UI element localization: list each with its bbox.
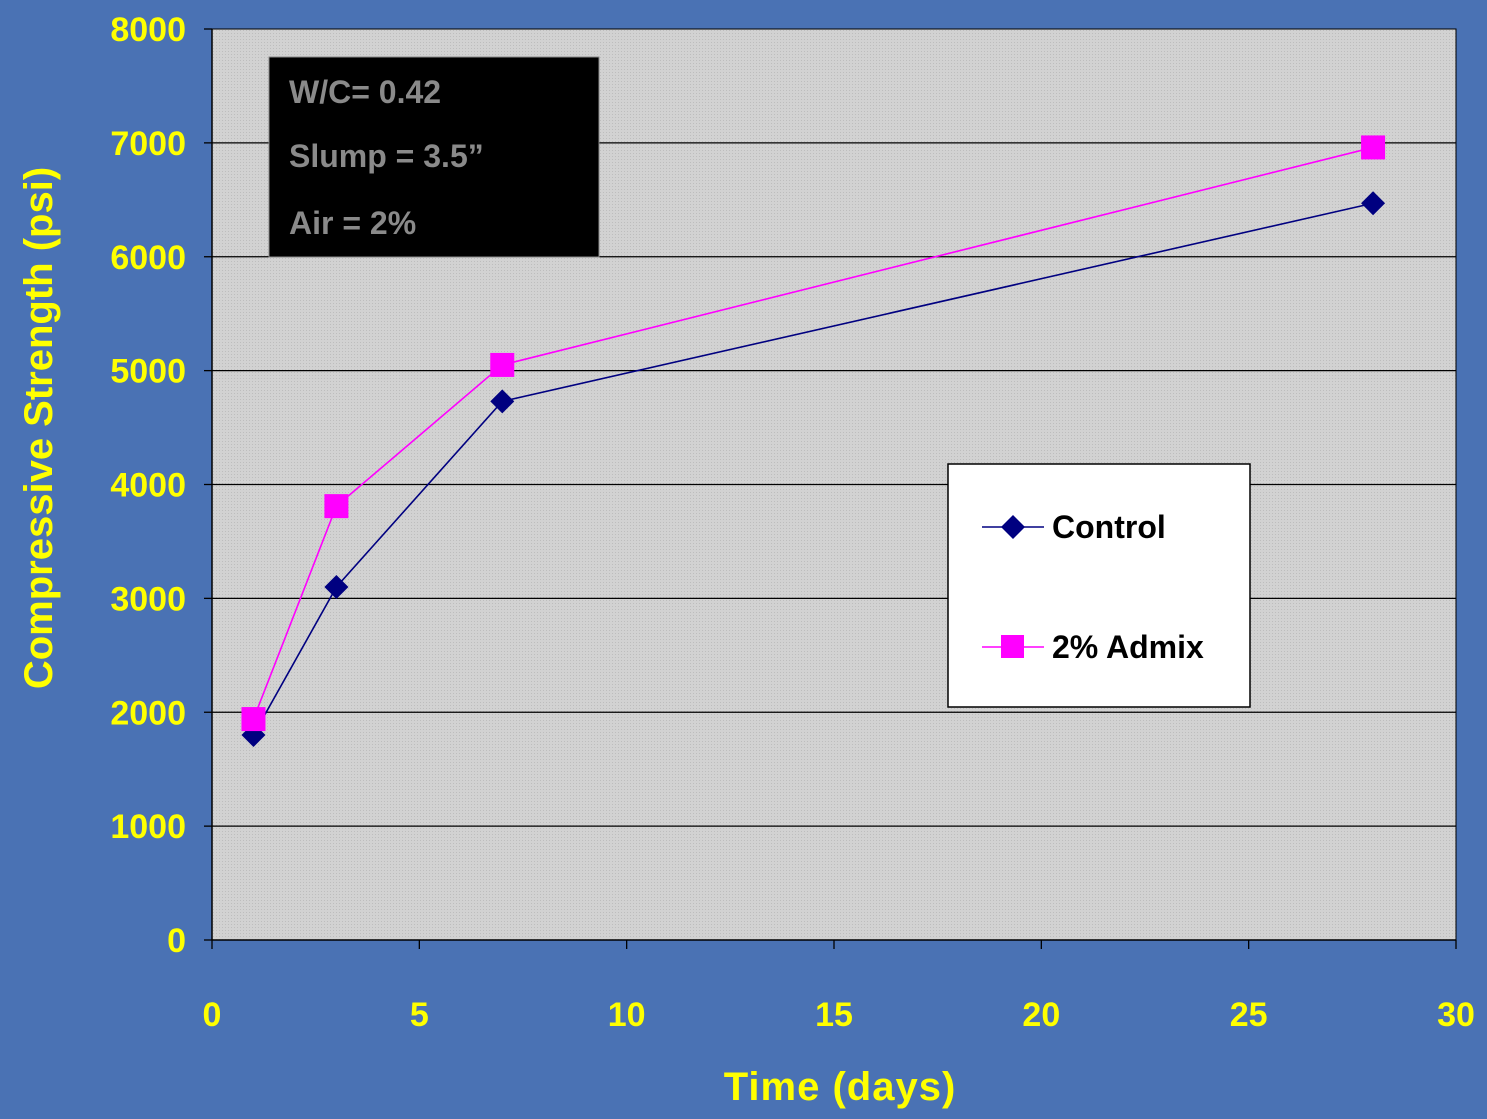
legend-marker-control xyxy=(1001,515,1025,539)
legend: Control 2% Admix xyxy=(947,463,1251,708)
x-tick-label: 15 xyxy=(815,996,853,1034)
data-point-control xyxy=(324,574,349,599)
x-tick-label: 5 xyxy=(410,996,429,1034)
data-point-control xyxy=(1361,191,1386,216)
y-tick-label: 5000 xyxy=(110,353,186,391)
data-point-2-admix xyxy=(490,352,515,377)
y-tick-label: 0 xyxy=(167,922,186,960)
series-layer xyxy=(241,135,1386,748)
series-line-2-admix xyxy=(252,146,1374,720)
annotation-background xyxy=(268,56,600,258)
annotation-box: W/C= 0.42 Slump = 3.5” Air = 2% xyxy=(268,56,600,258)
y-tick-label: 2000 xyxy=(110,694,186,732)
data-point-control xyxy=(490,389,515,414)
annotation-wc: W/C= 0.42 xyxy=(289,74,441,110)
legend-marker-admix xyxy=(1001,635,1024,658)
y-tick-label: 3000 xyxy=(110,580,186,618)
legend-label-control: Control xyxy=(1052,509,1166,545)
series-line-control xyxy=(252,202,1374,736)
x-tick-label: 25 xyxy=(1230,996,1268,1034)
x-tick-label: 30 xyxy=(1437,996,1475,1034)
x-axis-title: Time (days) xyxy=(724,1065,957,1109)
legend-box xyxy=(947,463,1251,708)
y-tick-label: 1000 xyxy=(110,808,186,846)
x-tick-label: 0 xyxy=(203,996,222,1034)
y-tick-label: 6000 xyxy=(110,239,186,277)
gridlines xyxy=(212,142,1456,827)
legend-label-admix: 2% Admix xyxy=(1052,629,1204,665)
x-tick-label: 20 xyxy=(1022,996,1060,1034)
annotation-slump: Slump = 3.5” xyxy=(289,138,484,174)
data-point-2-admix xyxy=(324,494,349,519)
y-tick-label: 8000 xyxy=(110,11,186,49)
x-tick-label: 10 xyxy=(608,996,646,1034)
data-point-2-admix xyxy=(241,707,266,732)
y-tick-label: 7000 xyxy=(110,125,186,163)
y-tick-label: 4000 xyxy=(110,467,186,505)
axes xyxy=(204,28,1457,949)
annotation-air: Air = 2% xyxy=(289,205,416,241)
data-point-2-admix xyxy=(1361,135,1386,160)
tick-labels: 0 1000 2000 3000 4000 5000 6000 7000 8000 0 5 10 15 2… xyxy=(110,11,1475,1034)
y-axis-title: Compressive Strength (psi) xyxy=(17,167,61,689)
